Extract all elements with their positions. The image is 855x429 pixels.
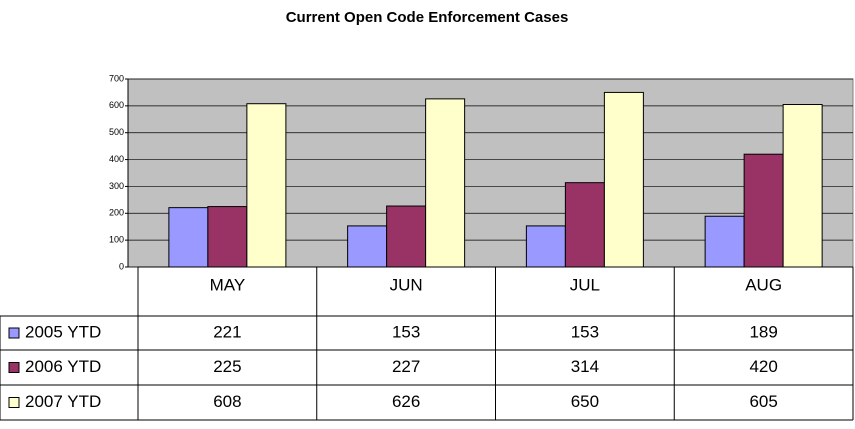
y-tick-label: 300 [109, 181, 124, 191]
legend-swatch [8, 362, 20, 373]
bar [207, 206, 248, 268]
x-tick-label: JUN [390, 275, 423, 294]
table-value: 420 [749, 357, 777, 376]
bar [425, 98, 466, 268]
y-tick-label: 400 [109, 154, 124, 164]
table-value: 608 [213, 392, 241, 411]
y-tick-label: 700 [109, 73, 124, 83]
bar [347, 225, 388, 268]
table-value: 605 [749, 392, 777, 411]
bar [704, 215, 745, 268]
x-tick-label: MAY [210, 275, 246, 294]
bar [386, 205, 427, 268]
table-value: 221 [213, 322, 241, 341]
bar [603, 91, 644, 268]
bar [743, 153, 784, 268]
bar [564, 182, 605, 268]
table-value: 227 [392, 357, 420, 376]
table-value: 650 [571, 392, 599, 411]
y-tick-label: 0 [119, 261, 124, 271]
y-tick-label: 100 [109, 235, 124, 245]
table-value: 189 [749, 322, 777, 341]
y-tick-label: 200 [109, 208, 124, 218]
bar [525, 225, 566, 268]
legend-label: 2005 YTD [25, 322, 101, 341]
y-tick-label: 500 [109, 127, 124, 137]
x-tick-label: AUG [745, 275, 782, 294]
legend-label: 2007 YTD [25, 392, 101, 411]
y-tick-label: 600 [109, 100, 124, 110]
bar [168, 207, 209, 268]
bar [246, 103, 287, 268]
bar [782, 104, 823, 268]
legend-label: 2006 YTD [25, 357, 101, 376]
table-value: 225 [213, 357, 241, 376]
table-value: 153 [571, 322, 599, 341]
legend-swatch [8, 327, 20, 339]
table-value: 626 [392, 392, 420, 411]
x-tick-label: JUL [570, 275, 600, 294]
table-value: 314 [571, 357, 599, 376]
legend-swatch [8, 397, 20, 408]
chart-title: Current Open Code Enforcement Cases [286, 9, 569, 26]
table-value: 153 [392, 322, 420, 341]
